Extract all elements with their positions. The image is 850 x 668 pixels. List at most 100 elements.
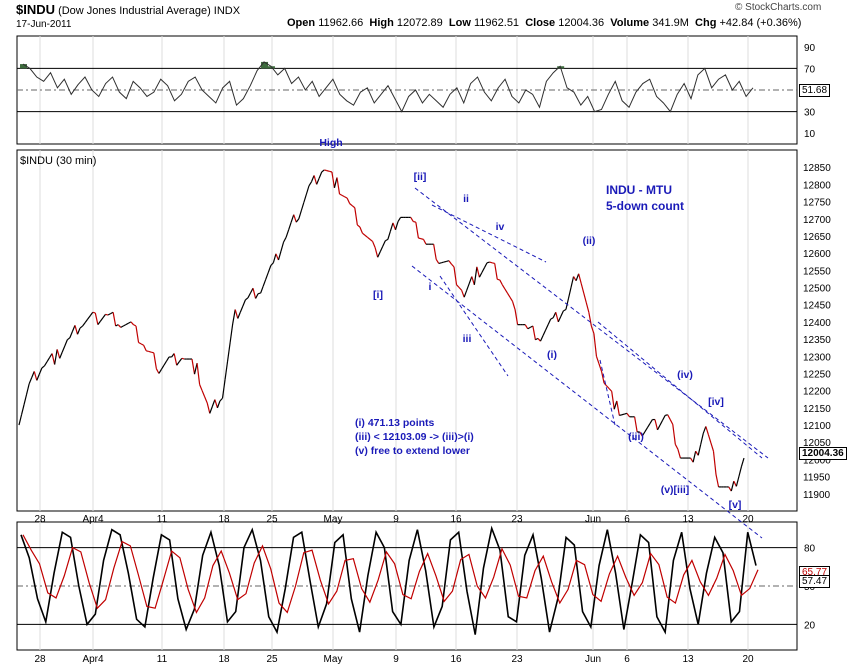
price-segment bbox=[252, 288, 257, 299]
price-segment bbox=[422, 239, 427, 245]
price-segment bbox=[18, 414, 23, 426]
price-segment bbox=[120, 325, 124, 328]
price-segment bbox=[326, 170, 330, 172]
price-segment bbox=[105, 313, 109, 316]
price-segment bbox=[267, 265, 272, 273]
price-tick-label: 12800 bbox=[803, 180, 831, 191]
price-segment bbox=[46, 357, 51, 363]
price-segment bbox=[367, 236, 371, 240]
price-segment bbox=[697, 444, 702, 456]
price-segment bbox=[97, 320, 101, 326]
price-segment bbox=[712, 451, 717, 475]
osc-last-value: 51.68 bbox=[799, 84, 831, 97]
price-segment bbox=[606, 385, 610, 390]
price-segment bbox=[497, 278, 500, 281]
price-segment bbox=[354, 207, 358, 226]
bottom-osc-tick-label: 80 bbox=[804, 544, 816, 555]
price-segment bbox=[160, 364, 165, 370]
price-segment bbox=[239, 305, 244, 313]
price-segment bbox=[560, 310, 564, 317]
price-segment bbox=[448, 260, 452, 265]
price-segment bbox=[20, 404, 25, 415]
price-segment bbox=[84, 318, 89, 323]
price-segment bbox=[356, 224, 361, 228]
price-segment bbox=[199, 384, 203, 391]
x-tick-label-bottom: Apr4 bbox=[82, 654, 104, 665]
price-segment bbox=[443, 260, 447, 263]
x-tick-label-bottom: 28 bbox=[34, 654, 46, 665]
chg-value: +42.84 (+0.36%) bbox=[719, 17, 802, 29]
price-segment bbox=[148, 350, 152, 353]
price-segment bbox=[374, 247, 379, 258]
price-segment bbox=[349, 203, 353, 207]
price-segment bbox=[573, 276, 577, 281]
price-segment bbox=[123, 324, 127, 327]
price-segment bbox=[178, 357, 183, 363]
price-segment bbox=[275, 253, 280, 261]
price-segment bbox=[255, 293, 259, 299]
price-segment bbox=[387, 230, 391, 240]
price-segment bbox=[557, 316, 562, 323]
price-segment bbox=[211, 399, 216, 407]
price-segment bbox=[466, 283, 470, 291]
price-segment bbox=[499, 279, 503, 286]
price-segment bbox=[542, 329, 547, 336]
price-segment bbox=[209, 406, 213, 414]
price-segment bbox=[313, 175, 318, 185]
price-segment bbox=[664, 414, 668, 417]
price-segment bbox=[115, 324, 119, 327]
x-tick-label-bottom: Jun bbox=[585, 654, 601, 665]
price-segment bbox=[227, 342, 231, 362]
price-segment bbox=[130, 321, 134, 326]
price-segment bbox=[181, 357, 185, 360]
price-segment bbox=[413, 220, 416, 223]
price-segment bbox=[692, 451, 697, 463]
price-segment bbox=[649, 419, 653, 424]
price-segment bbox=[478, 272, 483, 278]
price-segment bbox=[216, 400, 221, 409]
price-tick-label: 12750 bbox=[803, 198, 831, 209]
gridlines bbox=[17, 36, 797, 650]
x-tick-label-bottom: 20 bbox=[742, 654, 754, 665]
price-segment bbox=[595, 356, 600, 365]
price-tick-label: 12150 bbox=[803, 404, 831, 415]
open-label: Open bbox=[287, 17, 316, 29]
top-osc-tick-label: 10 bbox=[804, 129, 816, 140]
price-segment bbox=[283, 237, 287, 243]
low-label: Low bbox=[448, 17, 471, 29]
close-label: Close bbox=[525, 17, 556, 29]
price-segment bbox=[524, 324, 529, 330]
price-segment bbox=[290, 214, 295, 223]
price-tick-label: 12550 bbox=[803, 266, 831, 277]
price-segment bbox=[224, 361, 229, 380]
price-segment bbox=[318, 171, 323, 179]
price-segment bbox=[99, 317, 104, 322]
price-segment bbox=[433, 244, 437, 260]
price-segment bbox=[616, 400, 620, 416]
volume-label: Volume bbox=[610, 17, 650, 29]
price-tick-label: 12050 bbox=[803, 438, 831, 449]
price-segment bbox=[700, 433, 704, 445]
note-line-3: (v) free to extend lower bbox=[355, 445, 470, 457]
price-segment bbox=[621, 413, 625, 416]
symbol: $INDU bbox=[16, 2, 56, 17]
price-segment bbox=[158, 369, 162, 374]
price-segment bbox=[501, 284, 506, 290]
price-segment bbox=[611, 391, 615, 410]
high-value: 12072.89 bbox=[396, 17, 443, 29]
top-oscillator-line bbox=[22, 61, 754, 113]
price-segment bbox=[260, 285, 264, 294]
price-segment bbox=[138, 342, 142, 345]
price-segment bbox=[494, 263, 498, 280]
price-segment bbox=[410, 217, 414, 222]
price-segment bbox=[483, 262, 488, 268]
price-segment bbox=[298, 210, 302, 219]
price-segment bbox=[69, 331, 73, 338]
x-tick-label-bottom: 13 bbox=[682, 654, 694, 665]
exchange: INDX bbox=[213, 5, 241, 17]
price-segment bbox=[344, 196, 348, 199]
price-segment bbox=[191, 358, 196, 375]
channel-line bbox=[411, 265, 763, 539]
price-segment bbox=[112, 312, 117, 327]
price-segment bbox=[463, 290, 468, 298]
